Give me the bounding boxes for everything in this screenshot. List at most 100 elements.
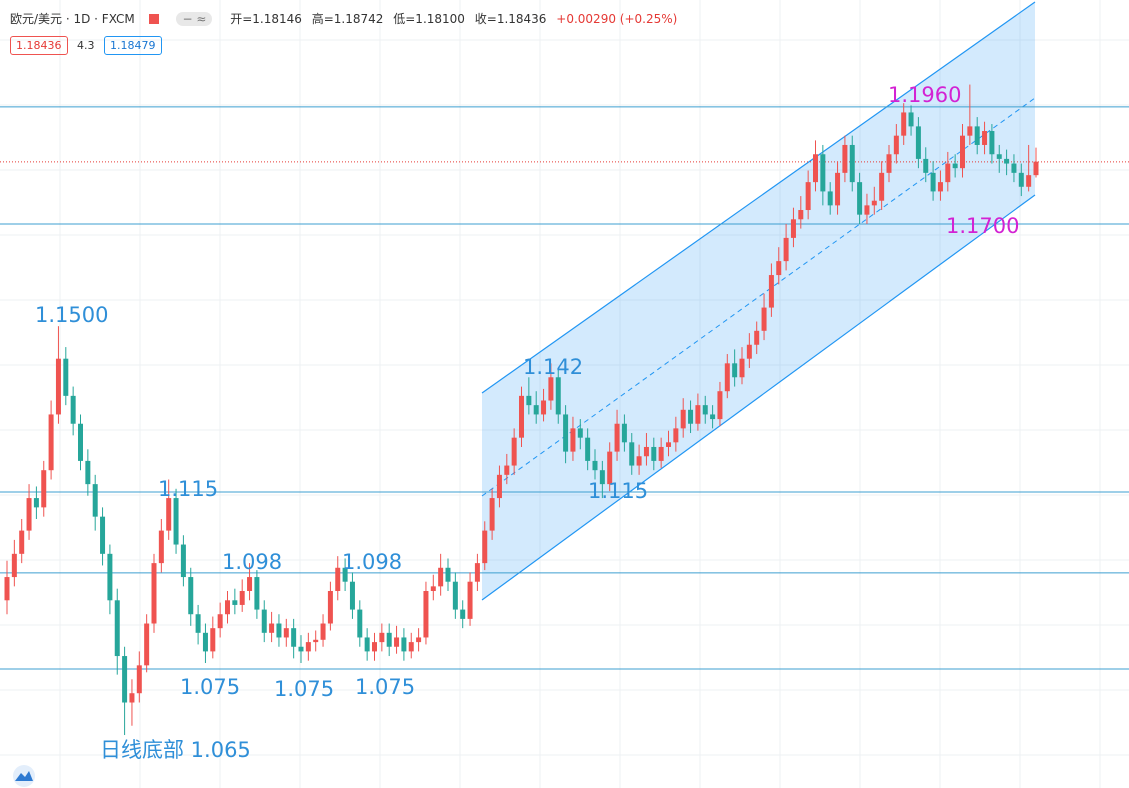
candle-body <box>11 553 17 578</box>
candle-body <box>805 182 811 211</box>
candle-body <box>298 646 304 652</box>
annotation: 日线底部 1.065 <box>100 738 251 762</box>
channel-upper <box>481 1 1036 394</box>
candle-body <box>989 131 995 155</box>
candle-body <box>658 446 664 461</box>
annotation: 1.098 <box>222 550 282 574</box>
candle-body <box>629 442 635 466</box>
candle-body <box>239 591 245 605</box>
candle-body <box>496 474 502 499</box>
quote-row: 1.18436 4.3 1.18479 <box>10 36 168 55</box>
candle-body <box>717 391 723 420</box>
candle-body <box>261 609 267 633</box>
candle-body <box>577 428 583 438</box>
candle-body <box>1004 158 1010 164</box>
candle-body <box>276 623 282 638</box>
ohlc-high: 高=1.18742 <box>311 12 384 26</box>
candle-body <box>967 126 973 136</box>
candle-body <box>673 428 679 443</box>
candle-body <box>202 632 208 652</box>
candle-body <box>879 172 885 201</box>
flag <box>148 14 159 24</box>
candle-body <box>41 470 47 508</box>
candle-body <box>114 600 120 657</box>
annotation: 1.098 <box>342 550 402 574</box>
candle-body <box>666 442 671 447</box>
candle-body <box>937 182 943 192</box>
candle-body <box>915 126 921 159</box>
ask[interactable]: 1.18479 <box>104 36 162 55</box>
candle-body <box>70 395 76 424</box>
candle-body <box>776 261 782 276</box>
candle-body <box>144 623 150 666</box>
candle-body <box>372 642 377 652</box>
candle-body <box>871 200 877 206</box>
candle-body <box>474 563 480 582</box>
candle-body <box>107 553 113 601</box>
candle-body <box>923 158 929 173</box>
candle-body <box>680 409 686 429</box>
candle-body <box>158 530 164 564</box>
candle-body <box>893 135 899 155</box>
candle-body <box>254 577 260 610</box>
candle-body <box>710 414 716 420</box>
candle-body <box>489 498 495 531</box>
candle-body <box>511 437 517 466</box>
candle-body <box>820 154 826 192</box>
candle-body <box>438 567 444 587</box>
candle-body <box>269 623 275 633</box>
candle-body <box>533 405 539 415</box>
candle-body <box>835 172 841 206</box>
candle-body <box>122 656 128 703</box>
candle-body <box>445 567 451 582</box>
candle-body <box>386 632 392 647</box>
candle-body <box>452 581 458 610</box>
candle-body <box>901 112 907 136</box>
candle-body <box>4 577 10 601</box>
candle-body <box>732 363 738 378</box>
candle-body <box>519 395 524 438</box>
candle-body <box>401 637 407 652</box>
candle-body <box>886 154 892 173</box>
candle-body <box>960 135 965 169</box>
candle-body <box>136 665 142 694</box>
candle-body <box>827 191 833 206</box>
candle-body <box>996 154 1002 159</box>
candle-body <box>754 330 760 345</box>
candle-body <box>974 126 980 145</box>
candle-body <box>247 577 253 591</box>
candle-body <box>129 693 135 703</box>
candle-body <box>63 358 69 396</box>
candle-body <box>526 395 532 406</box>
candle-body <box>313 639 319 643</box>
candle-body <box>783 237 789 262</box>
candle-body <box>195 614 201 633</box>
candle-body <box>423 591 429 638</box>
candle-body <box>210 628 216 652</box>
candle-body <box>702 405 708 415</box>
candle-body <box>504 465 510 475</box>
candle-body <box>592 460 598 471</box>
candle-body <box>651 446 657 461</box>
candle-body <box>357 609 363 638</box>
candle-body <box>92 484 98 517</box>
candle-body <box>724 363 730 392</box>
candle-body <box>217 614 223 629</box>
toggle[interactable]: − ≈ <box>176 12 213 26</box>
candle-body <box>173 498 179 545</box>
candle-body <box>768 275 774 308</box>
candle-body <box>798 210 804 220</box>
candle-body <box>225 600 230 615</box>
candle-body <box>908 112 914 127</box>
candle-body <box>739 358 745 378</box>
candle-body <box>614 423 620 452</box>
bid[interactable]: 1.18436 <box>10 36 68 55</box>
candle-body <box>33 498 39 508</box>
candle-body <box>695 405 701 424</box>
annotation: 1.115 <box>588 479 648 503</box>
candle-body <box>746 344 752 359</box>
annotation: 1.075 <box>355 675 415 699</box>
annotation: 1.1500 <box>35 303 108 327</box>
